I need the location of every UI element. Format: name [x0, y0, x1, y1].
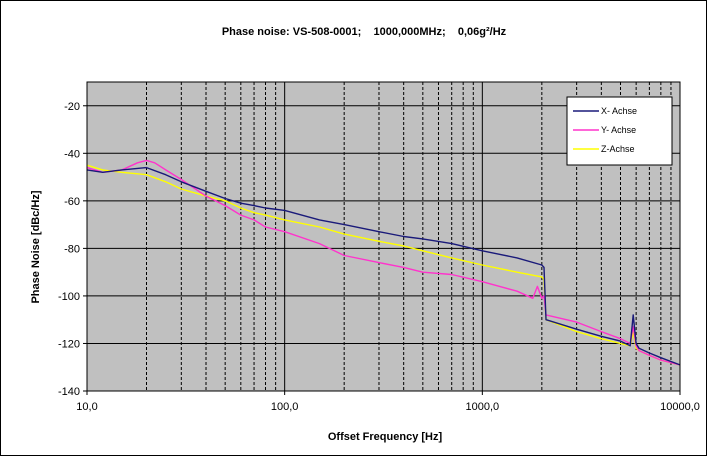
- x-tick-label: 10000,0: [660, 401, 700, 413]
- legend-label: X- Achse: [601, 106, 637, 116]
- x-tick-label: 10,0: [76, 401, 97, 413]
- series-line-x-achse: [86, 166, 681, 366]
- legend-label: Z-Achse: [601, 144, 635, 154]
- plot-border: [86, 81, 681, 392]
- y-tick-label: -20: [64, 101, 80, 113]
- y-tick-label: -140: [58, 386, 80, 398]
- plot-area: -20 -40 -60 -80 -100 -120 -140 10,0 100,0 1000,0 1…: [58, 81, 700, 413]
- y-tick-label: -120: [58, 338, 80, 350]
- x-tick-label: 1000,0: [466, 401, 500, 413]
- chart-title: Phase noise: VS-508-0001; 1000,000MHz; 0…: [222, 26, 507, 38]
- y-tick-label: -80: [64, 243, 80, 255]
- x-tick-label: 100,0: [271, 401, 299, 413]
- legend-box: [566, 96, 673, 166]
- legend-label: Y- Achse: [601, 125, 636, 135]
- y-axis-label: Phase Noise [dBc/Hz]: [30, 190, 42, 303]
- legend: X- Achse Y- Achse Z-Achse: [566, 96, 673, 166]
- y-tick-label: -100: [58, 291, 80, 303]
- x-axis-label: Offset Frequency [Hz]: [328, 431, 443, 443]
- series-line-z-achse: [86, 164, 681, 366]
- y-tick-label: -40: [64, 148, 80, 160]
- y-tick-label: -60: [64, 196, 80, 208]
